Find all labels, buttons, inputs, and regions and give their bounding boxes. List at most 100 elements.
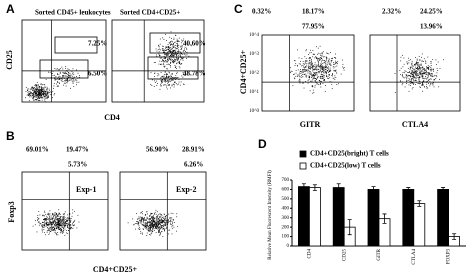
event-dot bbox=[164, 65, 166, 67]
event-dot bbox=[62, 76, 64, 77]
event-dot bbox=[51, 217, 53, 219]
event-dot bbox=[31, 88, 33, 89]
event-dot bbox=[52, 222, 53, 224]
event-dot bbox=[59, 83, 60, 84]
plot-frame bbox=[119, 171, 207, 251]
event-dot bbox=[318, 61, 320, 63]
event-dot bbox=[401, 54, 403, 56]
event-dot bbox=[54, 68, 56, 70]
event-dot bbox=[46, 223, 47, 224]
event-dot bbox=[430, 83, 431, 85]
event-dot bbox=[311, 80, 313, 82]
event-dot bbox=[321, 66, 323, 68]
event-dot bbox=[413, 71, 415, 73]
event-dot bbox=[145, 226, 147, 228]
event-dot bbox=[337, 63, 338, 65]
event-dot bbox=[56, 219, 58, 221]
event-dot bbox=[165, 59, 166, 61]
event-dot bbox=[158, 221, 160, 222]
event-dot bbox=[57, 225, 59, 227]
event-dot bbox=[48, 223, 50, 225]
event-dot bbox=[72, 212, 74, 214]
event-dot bbox=[52, 226, 54, 228]
event-dot bbox=[423, 78, 425, 80]
event-dot bbox=[158, 214, 160, 215]
event-dot bbox=[159, 228, 161, 230]
event-dot bbox=[413, 75, 415, 77]
event-dot bbox=[72, 68, 74, 70]
event-dot bbox=[155, 227, 156, 229]
event-dot bbox=[164, 58, 166, 60]
event-dot bbox=[175, 77, 177, 79]
event-dot bbox=[420, 64, 421, 66]
event-dot bbox=[426, 77, 428, 79]
event-dot bbox=[41, 225, 42, 227]
event-dot bbox=[72, 82, 74, 84]
event-dot bbox=[34, 87, 35, 88]
event-dot bbox=[405, 71, 407, 72]
event-dot bbox=[330, 63, 331, 65]
event-dot bbox=[50, 215, 52, 217]
event-dot bbox=[295, 63, 297, 65]
event-dot bbox=[327, 67, 329, 69]
event-dot bbox=[48, 217, 50, 219]
event-dot bbox=[171, 233, 173, 235]
event-dot bbox=[335, 62, 337, 63]
event-dot bbox=[38, 89, 39, 91]
event-dot bbox=[307, 70, 309, 72]
event-dot bbox=[319, 70, 321, 72]
gate bbox=[54, 36, 98, 54]
event-dot bbox=[172, 61, 173, 62]
event-dot bbox=[168, 50, 170, 52]
event-dot bbox=[407, 63, 409, 65]
event-dot bbox=[174, 84, 175, 86]
event-dot bbox=[423, 71, 425, 73]
event-dot bbox=[151, 225, 153, 226]
event-dot bbox=[411, 88, 413, 90]
event-dot bbox=[298, 63, 300, 65]
event-dot bbox=[47, 97, 48, 99]
event-dot bbox=[153, 86, 155, 87]
event-dot bbox=[326, 73, 327, 75]
event-dot bbox=[57, 219, 59, 221]
event-dot bbox=[300, 60, 301, 62]
event-dot bbox=[418, 74, 419, 76]
event-dot bbox=[168, 213, 170, 215]
event-dot bbox=[46, 224, 48, 226]
event-dot bbox=[30, 96, 32, 98]
event-dot bbox=[432, 82, 434, 84]
event-dot bbox=[46, 222, 48, 224]
event-dot bbox=[40, 222, 41, 224]
event-dot bbox=[406, 61, 408, 63]
event-dot bbox=[416, 58, 418, 60]
event-dot bbox=[61, 80, 63, 82]
event-dot bbox=[59, 228, 61, 229]
plot-label: Exp-2 bbox=[176, 185, 196, 194]
event-dot bbox=[290, 72, 291, 74]
event-dot bbox=[323, 66, 325, 68]
event-dot bbox=[153, 224, 155, 226]
event-dot bbox=[159, 226, 161, 228]
event-dot bbox=[329, 70, 331, 72]
event-dot bbox=[62, 232, 63, 234]
event-dot bbox=[168, 233, 169, 235]
quadrant-stat: 19.47% bbox=[66, 146, 89, 154]
event-dot bbox=[305, 67, 307, 68]
event-dot bbox=[55, 213, 57, 215]
event-dot bbox=[416, 75, 418, 77]
event-dot bbox=[417, 75, 419, 77]
event-dot bbox=[427, 56, 429, 58]
event-dot bbox=[178, 61, 180, 63]
event-dot bbox=[421, 60, 423, 62]
event-dot bbox=[418, 69, 420, 71]
event-dot bbox=[141, 232, 143, 234]
event-dot bbox=[325, 68, 327, 70]
event-dot bbox=[159, 220, 160, 222]
event-dot bbox=[162, 76, 164, 78]
event-dot bbox=[415, 71, 417, 73]
event-dot bbox=[410, 82, 412, 84]
event-dot bbox=[401, 84, 403, 86]
event-dot bbox=[69, 227, 71, 229]
event-dot bbox=[431, 83, 433, 85]
event-dot bbox=[430, 68, 432, 70]
